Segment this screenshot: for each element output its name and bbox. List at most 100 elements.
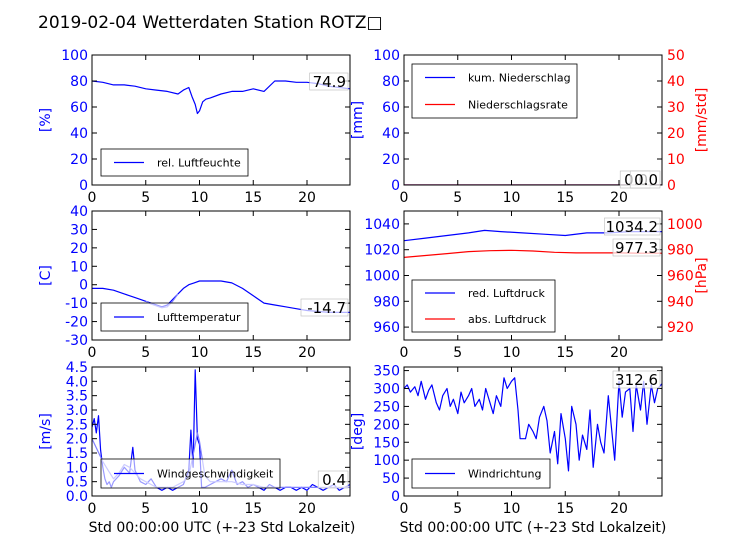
y-tick-label: 80 <box>70 74 88 90</box>
y-tick-label: 0 <box>391 489 400 505</box>
y-tick-label: 0.0 <box>66 489 88 505</box>
y-tick-label: 250 <box>373 399 400 415</box>
y-tick-label: -30 <box>65 333 88 349</box>
y-tick-label: 0.5 <box>66 475 88 491</box>
y-tick-label: 40 <box>382 126 400 142</box>
y-tick-label: 3.0 <box>66 403 88 419</box>
x-tick-label: 15 <box>244 345 262 361</box>
x-tick-label: 20 <box>298 501 316 517</box>
x-tick-label: 20 <box>298 345 316 361</box>
y-tick-label: 1.0 <box>66 460 88 476</box>
y-tick-label: 20 <box>70 152 88 168</box>
y-tick-label: 2.0 <box>66 432 88 448</box>
series-line-humidity-0 <box>92 80 350 115</box>
x-tick-label: 15 <box>244 501 262 517</box>
y2-tick-label: 40 <box>667 74 685 90</box>
y2-tick-label: 1000 <box>667 217 703 233</box>
x-tick-label: 20 <box>610 190 628 206</box>
series-line-temperature-0 <box>92 280 350 313</box>
legend-label: Windgeschwindigkeit <box>157 468 274 481</box>
legend-box <box>411 63 578 119</box>
y-tick-label: 0 <box>79 278 88 294</box>
x-tick-label: 15 <box>556 501 574 517</box>
x-axis-label-right: Std 00:00:00 UTC (+-23 Std Lokalzeit) <box>400 520 667 536</box>
legend-label: abs. Luftdruck <box>468 313 547 326</box>
y-axis-label: [%] <box>38 108 54 132</box>
value-label-box <box>629 170 661 189</box>
y-tick-label: 4.0 <box>66 374 88 390</box>
y-tick-label: 3.5 <box>66 389 88 405</box>
value-label-box <box>300 298 349 317</box>
x-tick-label: 10 <box>191 501 209 517</box>
panel-wind_speed: 0 5 10 15 20 0.00.51.01.52.02.53.03.54.04.5 [m… <box>38 360 351 517</box>
x-axis-label-left: Std 00:00:00 UTC (+-23 Std Lokalzeit) <box>89 520 356 536</box>
y-tick-label: 80 <box>382 74 400 90</box>
y2-axis-label: [mm/std] <box>694 88 710 153</box>
x-tick-label: 20 <box>610 501 628 517</box>
y-tick-label: -20 <box>65 315 88 331</box>
y-tick-label: 0 <box>391 178 400 194</box>
series-line-wind_direction-0 <box>404 377 662 472</box>
x-tick-label: 15 <box>556 345 574 361</box>
y-axis-label: [m/s] <box>38 413 54 450</box>
x-tick-label: 10 <box>503 345 521 361</box>
x-tick-label: 5 <box>453 345 462 361</box>
x-tick-label: 0 <box>88 501 97 517</box>
y-tick-label: -10 <box>65 296 88 312</box>
y-tick-label: 30 <box>70 222 88 238</box>
panel-temperature: 0 5 10 15 20 -30 -20 -10 0 10 20 30 40 [C] Lufttempera… <box>38 204 351 361</box>
y2-tick-label: 0 <box>667 178 676 194</box>
legend-label: Windrichtung <box>468 468 541 481</box>
y-tick-label: 1020 <box>364 243 400 259</box>
value-label-box <box>612 238 661 257</box>
y-axis-label: [C] <box>38 265 54 286</box>
x-tick-label: 5 <box>141 190 150 206</box>
legend-box <box>411 279 556 333</box>
legend-label: kum. Niederschlag <box>468 72 571 85</box>
y-tick-label: 20 <box>70 241 88 257</box>
panel-wind_direction: 0 5 10 15 20050100150200250300350[deg]Windri… <box>350 364 663 517</box>
plot-frame-precipitation <box>403 54 663 186</box>
panel-pressure: 0 5 10 15 20 960 980 1000 1020 1040 920 940 960 980 10… <box>364 210 710 361</box>
value-label: -14.7 <box>307 299 346 317</box>
plot-frame-humidity <box>91 54 351 186</box>
y-tick-label: 1040 <box>364 217 400 233</box>
x-tick-label: 10 <box>503 190 521 206</box>
value-label: 74.9 <box>313 73 346 91</box>
value-label-box <box>604 217 661 236</box>
y-tick-label: 350 <box>373 364 400 380</box>
legend-label: rel. Luftfeuchte <box>157 157 241 170</box>
y-axis-label: [deg] <box>350 413 366 450</box>
y-tick-label: 0 <box>79 178 88 194</box>
y-tick-label: 100 <box>373 48 400 64</box>
y-tick-label: 1000 <box>364 269 400 285</box>
value-label: 977.3 <box>615 239 658 257</box>
x-tick-label: 20 <box>610 345 628 361</box>
value-label: 1034.2 <box>606 218 659 236</box>
y2-tick-label: 960 <box>667 269 694 285</box>
y2-tick-label: 30 <box>667 100 685 116</box>
value-label: 0.0 <box>634 171 658 189</box>
x-tick-label: 10 <box>191 345 209 361</box>
y-tick-label: 150 <box>373 435 400 451</box>
y-tick-label: 40 <box>70 204 88 220</box>
y2-tick-label: 20 <box>667 126 685 142</box>
y-tick-label: 960 <box>373 320 400 336</box>
y2-tick-label: 920 <box>667 320 694 336</box>
y-tick-label: 2.5 <box>66 417 88 433</box>
y2-tick-label: 980 <box>667 243 694 259</box>
y-tick-label: 40 <box>70 126 88 142</box>
y-tick-label: 60 <box>382 100 400 116</box>
y-tick-label: 200 <box>373 417 400 433</box>
y-tick-label: 1.5 <box>66 446 88 462</box>
x-tick-label: 10 <box>191 190 209 206</box>
y2-tick-label: 940 <box>667 294 694 310</box>
y-tick-label: 100 <box>61 48 88 64</box>
legend-label: red. Luftdruck <box>468 287 545 300</box>
y-tick-label: 100 <box>373 453 400 469</box>
value-label-box <box>317 470 349 489</box>
y-tick-label: 50 <box>382 471 400 487</box>
plot-frame-temperature <box>91 210 351 341</box>
